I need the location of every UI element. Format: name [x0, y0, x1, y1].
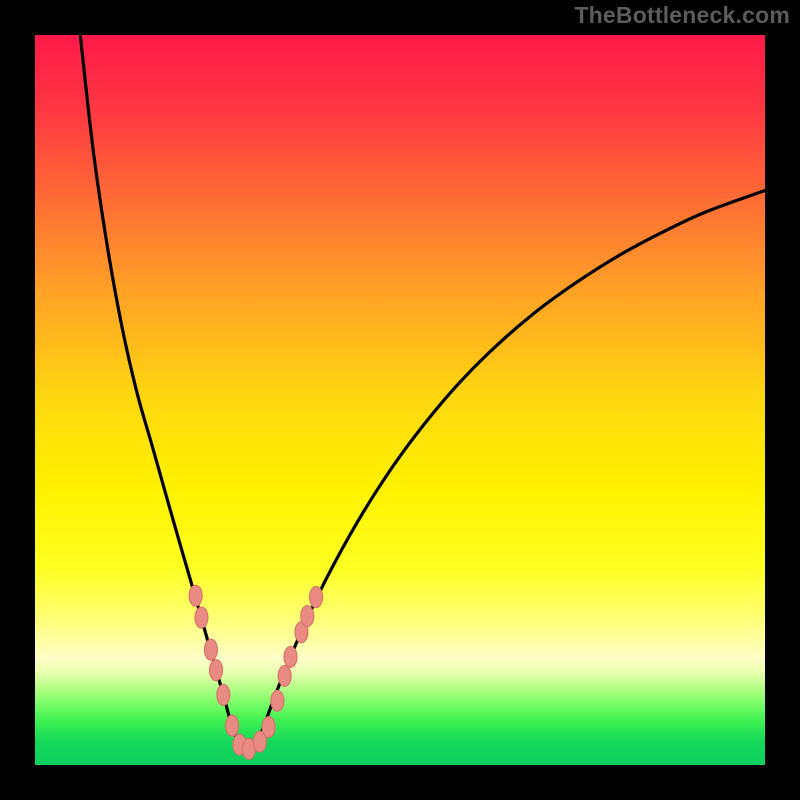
bottleneck-curve	[80, 35, 765, 753]
data-marker	[195, 607, 208, 628]
data-marker	[262, 717, 275, 738]
data-marker	[217, 684, 230, 705]
data-marker	[271, 690, 284, 711]
data-marker	[301, 606, 314, 627]
chart-frame: TheBottleneck.com	[0, 0, 800, 800]
data-marker	[284, 646, 297, 667]
data-marker	[189, 585, 202, 606]
watermark-text: TheBottleneck.com	[574, 2, 790, 29]
data-marker	[226, 715, 239, 736]
data-marker	[278, 665, 291, 686]
plot-area	[35, 35, 765, 765]
data-marker	[310, 587, 323, 608]
data-marker	[204, 639, 217, 660]
data-marker	[210, 660, 223, 681]
chart-svg	[35, 35, 765, 765]
